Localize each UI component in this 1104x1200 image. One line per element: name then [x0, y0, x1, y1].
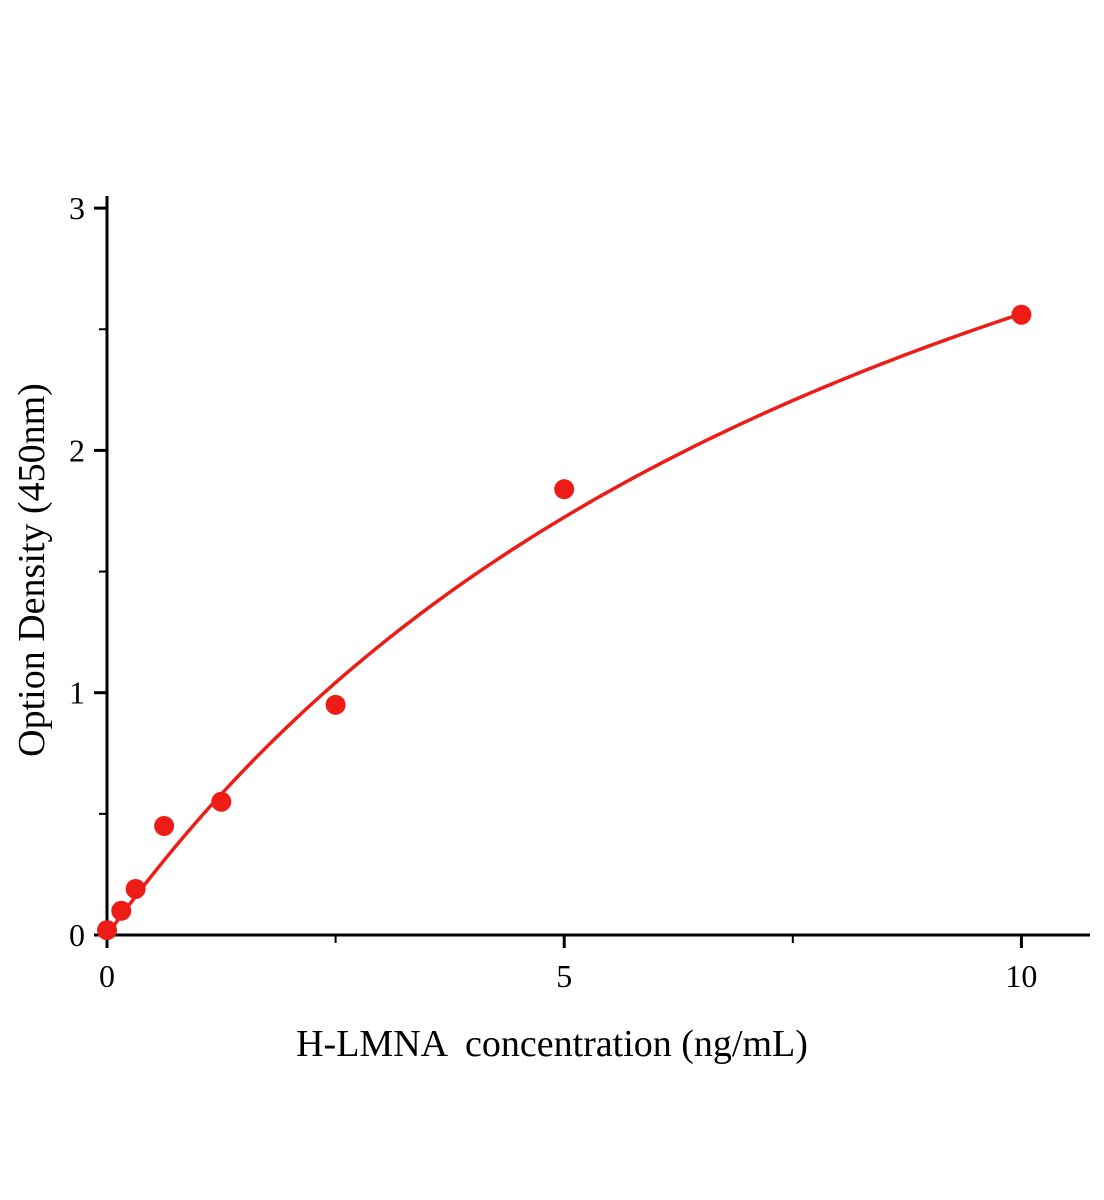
data-point [211, 791, 232, 812]
data-point [154, 815, 175, 836]
x-tick-label: 10 [1005, 958, 1037, 994]
axes [105, 196, 1090, 937]
data-point [97, 920, 117, 941]
x-tick-label: 5 [556, 958, 572, 994]
y-tick-label: 1 [69, 675, 85, 711]
data-point [1011, 304, 1032, 325]
y-tick-label: 3 [69, 190, 85, 226]
y-axis-title: Option Density (450nm) [11, 383, 53, 757]
tick-marks [94, 206, 1023, 948]
data-point [111, 900, 132, 921]
y-tick-label: 0 [69, 917, 85, 953]
x-axis-title: H-LMNA concentration (ng/mL) [296, 1023, 808, 1065]
fitted-curve [105, 311, 1024, 937]
data-point [325, 694, 346, 715]
x-tick-label: 0 [99, 958, 115, 994]
tick-labels: 0 5 10 0 1 2 3 [69, 190, 1037, 994]
data-point [554, 479, 575, 500]
y-tick-label: 2 [69, 432, 85, 468]
fit-curve-path [105, 311, 1024, 937]
data-point [125, 878, 146, 899]
data-points [97, 304, 1032, 941]
